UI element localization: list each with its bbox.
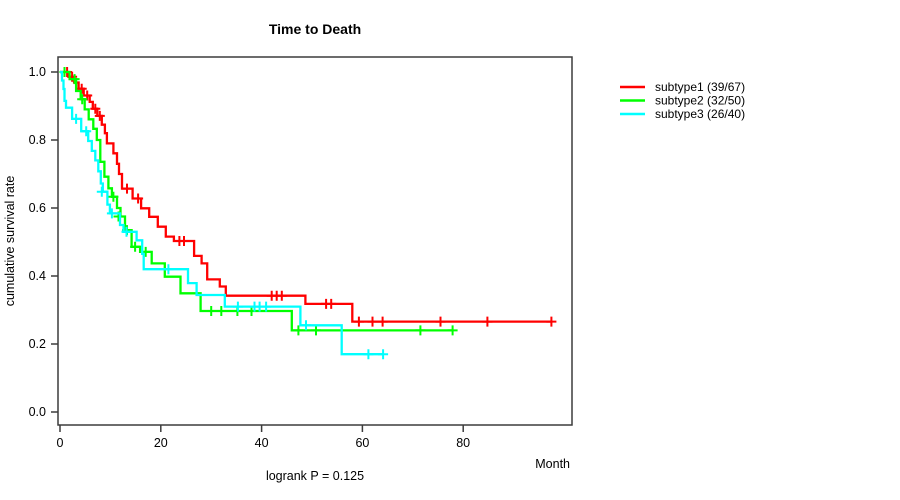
x-tick-label-20: 20	[154, 436, 168, 450]
axis-ticks	[51, 71, 464, 432]
y-tick-labels: 0.0 0.2 0.4 0.6 0.8 1.0	[29, 65, 46, 419]
y-tick-label-0.0: 0.0	[29, 405, 46, 419]
censor-marks-subtype3	[71, 113, 389, 360]
legend-item-subtype1: subtype1 (39/67)	[620, 80, 745, 94]
x-tick-label-40: 40	[255, 436, 269, 450]
y-axis-label: cumulative survival rate	[3, 176, 17, 307]
legend: subtype1 (39/67) subtype2 (32/50) subtyp…	[620, 80, 745, 121]
censor-marks-subtype1	[62, 67, 557, 327]
x-tick-labels: 0 20 40 60 80	[57, 436, 471, 450]
plot-title: Time to Death	[269, 21, 361, 37]
survival-curve-subtype1	[60, 70, 552, 323]
y-tick-label-0.2: 0.2	[29, 337, 46, 351]
y-tick-label-0.4: 0.4	[29, 269, 46, 283]
y-tick-label-0.6: 0.6	[29, 201, 46, 215]
legend-label-subtype2: subtype2 (32/50)	[655, 94, 745, 108]
x-axis-label: Month	[535, 457, 570, 471]
legend-label-subtype1: subtype1 (39/67)	[655, 80, 745, 94]
legend-label-subtype3: subtype3 (26/40)	[655, 107, 745, 121]
survival-curve-subtype2	[60, 70, 453, 332]
legend-item-subtype2: subtype2 (32/50)	[620, 94, 745, 108]
plot-box	[57, 56, 573, 426]
legend-item-subtype3: subtype3 (26/40)	[620, 107, 745, 121]
y-tick-label-1.0: 1.0	[29, 65, 46, 79]
x-tick-label-60: 60	[355, 436, 369, 450]
survival-curves	[59, 67, 557, 360]
x-tick-label-0: 0	[57, 436, 64, 450]
x-tick-label-80: 80	[456, 436, 470, 450]
logrank-annotation: logrank P = 0.125	[266, 469, 364, 483]
y-tick-label-0.8: 0.8	[29, 133, 46, 147]
